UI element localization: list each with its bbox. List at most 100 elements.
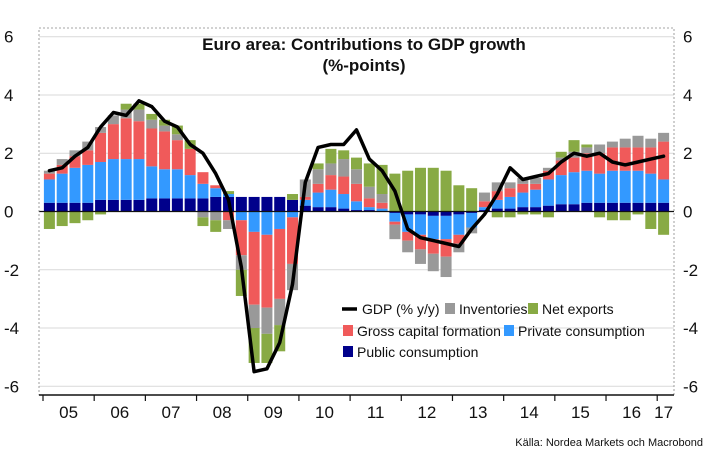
bar-net-exports bbox=[606, 211, 618, 221]
bar-public-consumption bbox=[504, 208, 516, 212]
bar-net-exports bbox=[95, 211, 107, 215]
legend-swatch-private-consumption bbox=[504, 325, 514, 336]
bar-private-consumption bbox=[478, 207, 490, 211]
source-note: Källa: Nordea Markets och Macrobond bbox=[515, 437, 703, 449]
legend-swatch-inventories bbox=[445, 303, 455, 314]
bar-private-consumption bbox=[159, 169, 171, 199]
bar-private-consumption bbox=[389, 212, 401, 222]
bar-gross-capital-formation bbox=[223, 211, 235, 221]
bar-private-consumption bbox=[440, 215, 452, 240]
bar-gross-capital-formation bbox=[517, 183, 529, 193]
bar-net-exports bbox=[133, 103, 145, 110]
bar-public-consumption bbox=[402, 211, 414, 215]
bar-net-exports bbox=[312, 163, 324, 170]
bar-private-consumption bbox=[555, 175, 567, 205]
bar-gross-capital-formation bbox=[338, 176, 350, 195]
bar-inventories bbox=[491, 182, 503, 192]
bar-gross-capital-formation bbox=[658, 141, 670, 180]
bar-private-consumption bbox=[517, 192, 529, 208]
bar-net-exports bbox=[350, 157, 363, 170]
bar-net-exports bbox=[56, 211, 68, 227]
bar-inventories bbox=[56, 159, 68, 165]
bar-net-exports bbox=[248, 328, 260, 363]
gdp-line bbox=[47, 99, 666, 374]
bar-public-consumption bbox=[517, 207, 529, 212]
bar-private-consumption bbox=[363, 207, 375, 211]
gdp-line-path bbox=[47, 99, 666, 374]
bar-inventories bbox=[159, 125, 171, 132]
bar-private-consumption bbox=[581, 170, 593, 203]
bar-gross-capital-formation bbox=[530, 183, 542, 190]
bar-private-consumption bbox=[146, 166, 158, 199]
bar-private-consumption bbox=[568, 172, 580, 205]
bar-private-consumption bbox=[95, 161, 107, 200]
bar-public-consumption bbox=[414, 211, 426, 215]
bar-gross-capital-formation bbox=[325, 175, 337, 190]
bar-net-exports bbox=[69, 211, 81, 224]
bar-inventories bbox=[414, 249, 426, 264]
bar-net-exports bbox=[287, 194, 299, 200]
bar-net-exports bbox=[402, 170, 414, 212]
x-tick-label: 09 bbox=[264, 403, 283, 422]
y-tick-label-left: 2 bbox=[4, 144, 13, 163]
bar-public-consumption bbox=[56, 202, 68, 212]
legend-label: GDP (% y/y) bbox=[362, 301, 440, 317]
x-tick-label: 10 bbox=[315, 403, 334, 422]
bar-net-exports bbox=[146, 113, 158, 120]
bar-gross-capital-formation bbox=[376, 202, 388, 209]
bar-inventories bbox=[542, 167, 554, 171]
bar-private-consumption bbox=[235, 211, 247, 221]
bar-public-consumption bbox=[107, 199, 119, 212]
bar-gross-capital-formation bbox=[363, 198, 375, 208]
bar-gross-capital-formation bbox=[504, 188, 516, 197]
bar-private-consumption bbox=[107, 159, 119, 200]
legend-label: Net exports bbox=[542, 301, 614, 317]
legend-swatch-net-exports bbox=[528, 303, 538, 314]
bar-gross-capital-formation bbox=[171, 140, 183, 170]
bar-inventories bbox=[338, 159, 350, 177]
bar-net-exports bbox=[171, 125, 183, 135]
bar-net-exports bbox=[363, 163, 375, 187]
bar-public-consumption bbox=[69, 202, 81, 212]
bar-net-exports bbox=[581, 144, 593, 148]
bar-net-exports bbox=[376, 164, 388, 195]
bar-inventories bbox=[350, 169, 363, 184]
bar-inventories bbox=[171, 134, 183, 141]
bar-inventories bbox=[223, 220, 235, 229]
bar-public-consumption bbox=[274, 196, 286, 212]
bar-public-consumption bbox=[82, 202, 94, 212]
bar-public-consumption bbox=[338, 208, 350, 212]
bar-net-exports bbox=[223, 191, 235, 195]
x-axis-labels: 05 06 07 08 09 10 11 12 13 14 15 16 17 bbox=[59, 403, 673, 422]
bar-private-consumption bbox=[453, 214, 465, 235]
bar-gross-capital-formation bbox=[82, 150, 94, 165]
bar-net-exports bbox=[504, 211, 516, 218]
bar-net-exports bbox=[453, 185, 465, 212]
bar-public-consumption bbox=[159, 198, 171, 212]
x-tick-label: 14 bbox=[520, 403, 539, 422]
bar-gross-capital-formation bbox=[261, 234, 273, 308]
bar-public-consumption bbox=[235, 196, 247, 212]
bar-gross-capital-formation bbox=[568, 157, 580, 173]
bar-gross-capital-formation bbox=[120, 118, 132, 160]
bar-inventories bbox=[581, 147, 593, 154]
bar-net-exports bbox=[632, 211, 644, 215]
y-tick-label-left: -4 bbox=[4, 319, 19, 338]
bar-gross-capital-formation bbox=[632, 147, 644, 171]
x-tick-label: 16 bbox=[622, 403, 641, 422]
legend-swatch-gross-capital-formation bbox=[343, 325, 353, 336]
bar-private-consumption bbox=[82, 164, 94, 203]
chart-title: Euro area: Contributions to GDP growth bbox=[202, 35, 526, 54]
bar-public-consumption bbox=[440, 211, 452, 216]
bar-private-consumption bbox=[530, 189, 542, 208]
bar-gross-capital-formation bbox=[555, 160, 567, 176]
y-axis-left-labels: 6 4 2 0 -2 -4 -6 bbox=[4, 28, 19, 397]
bar-private-consumption bbox=[594, 173, 606, 203]
bar-net-exports bbox=[120, 103, 132, 110]
bar-public-consumption bbox=[312, 207, 324, 212]
bar-private-consumption bbox=[491, 199, 503, 209]
x-tick-label: 13 bbox=[469, 403, 488, 422]
bar-gross-capital-formation bbox=[69, 156, 81, 168]
bar-net-exports bbox=[261, 333, 273, 363]
bar-public-consumption bbox=[491, 208, 503, 212]
